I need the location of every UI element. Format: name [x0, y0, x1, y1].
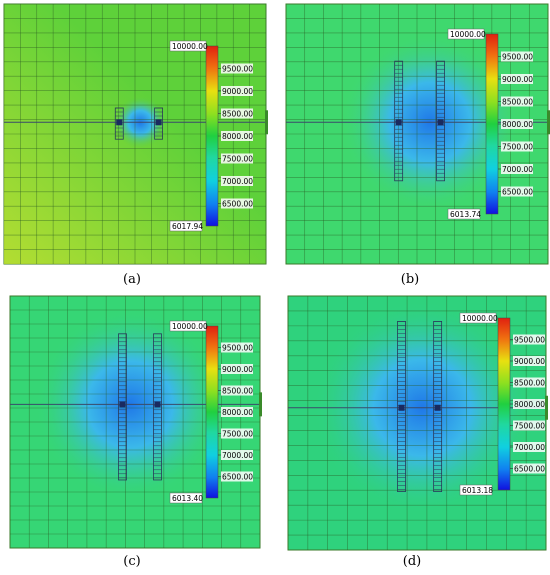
svg-text:9500.00: 9500.00: [514, 336, 545, 345]
svg-text:6013.74: 6013.74: [450, 210, 481, 219]
svg-text:8500.00: 8500.00: [222, 387, 253, 396]
svg-text:8500.00: 8500.00: [514, 379, 545, 388]
svg-text:10000.00: 10000.00: [462, 314, 498, 323]
panel-a: 10000.00 6017.94 9500.00 9000.00 8500.00 8000…: [3, 3, 268, 265]
colorbar-tick-d-1: 9000.00: [510, 356, 545, 366]
colorbar-tick-a-4: 7500.00: [218, 153, 253, 164]
svg-text:7500.00: 7500.00: [222, 430, 253, 439]
svg-text:9500.00: 9500.00: [502, 53, 533, 62]
svg-text:6500.00: 6500.00: [514, 465, 545, 474]
well-1-b: [394, 60, 404, 182]
colorbar-tick-a-3: 8000.00: [218, 131, 253, 141]
svg-text:7500.00: 7500.00: [502, 143, 533, 152]
grid-map-b: 10000.00 6013.74 9500.00 9000.00 8500.00 8000…: [285, 3, 550, 265]
svg-text:6500.00: 6500.00: [222, 473, 253, 482]
panel-b: 10000.00 6013.74 9500.00 9000.00 8500.00 8000…: [285, 3, 550, 265]
well-1-d: [397, 320, 406, 492]
colorbar-min-label-c: 6013.40: [169, 492, 203, 504]
colorbar-tick-b-2: 8500.00: [498, 96, 533, 107]
colorbar-tick-a-0: 9500.00: [218, 63, 253, 74]
svg-text:9000.00: 9000.00: [502, 75, 533, 84]
colorbar-min-label-a: 6017.94: [169, 220, 203, 232]
svg-text:9500.00: 9500.00: [222, 344, 253, 353]
colorbar-tick-b-0: 9500.00: [498, 51, 533, 62]
well-2-d: [433, 320, 443, 492]
svg-text:7000.00: 7000.00: [222, 451, 253, 460]
caption-b: (b): [400, 272, 420, 287]
colorbar-tick-d-5: 7000.00: [510, 442, 545, 452]
well-2-b: [436, 60, 445, 182]
colorbar-tick-c-2: 8500.00: [218, 385, 253, 396]
colorbar-tick-c-5: 7000.00: [218, 450, 253, 460]
colorbar-tick-c-3: 8000.00: [218, 407, 253, 417]
svg-text:9500.00: 9500.00: [222, 65, 253, 74]
svg-text:10000.00: 10000.00: [172, 322, 208, 331]
panel-d: 10000.00 6013.18 9500.00 9000.00 8500.00 8000…: [287, 295, 548, 551]
colorbar-tick-d-4: 7500.00: [510, 420, 545, 431]
colorbar-tick-c-0: 9500.00: [218, 342, 253, 353]
colorbar-min-label-d: 6013.18: [459, 484, 493, 496]
well-2-a: [154, 107, 163, 140]
colorbar-tick-b-3: 8000.00: [498, 119, 533, 129]
colorbar-min-label-b: 6013.74: [447, 208, 481, 220]
caption-c: (c): [123, 554, 141, 569]
colorbar-tick-b-4: 7500.00: [498, 141, 533, 152]
svg-text:7500.00: 7500.00: [222, 155, 253, 164]
colorbar-tick-d-3: 8000.00: [510, 399, 545, 409]
well-1-c: [118, 333, 127, 481]
svg-text:8000.00: 8000.00: [222, 408, 253, 417]
colorbar-tick-b-5: 7000.00: [498, 164, 533, 174]
svg-text:7000.00: 7000.00: [514, 443, 545, 452]
caption-a: (a): [123, 272, 141, 287]
colorbar-tick-b-1: 9000.00: [498, 74, 533, 84]
svg-text:6500.00: 6500.00: [222, 200, 253, 209]
svg-text:10000.00: 10000.00: [450, 30, 486, 39]
colorbar-max-label-b: 10000.00: [447, 28, 486, 40]
well-2-c: [153, 333, 162, 481]
caption-d: (d): [402, 554, 422, 569]
colorbar-tick-b-6: 6500.00: [498, 186, 533, 197]
svg-text:8000.00: 8000.00: [222, 132, 253, 141]
grid-map-a: 10000.00 6017.94 9500.00 9000.00 8500.00 8000…: [3, 3, 268, 265]
svg-text:8000.00: 8000.00: [514, 400, 545, 409]
colorbar-tick-c-1: 9000.00: [218, 364, 253, 374]
colorbar-max-label-d: 10000.00: [459, 312, 498, 324]
panel-c: 10000.00 6013.40 9500.00 9000.00 8500.00 8000…: [9, 295, 262, 549]
svg-text:8000.00: 8000.00: [502, 120, 533, 129]
grid-map-c: 10000.00 6013.40 9500.00 9000.00 8500.00 8000…: [9, 295, 262, 549]
svg-text:6500.00: 6500.00: [502, 188, 533, 197]
colorbar-tick-a-1: 9000.00: [218, 86, 253, 96]
colorbar-tick-d-0: 9500.00: [510, 334, 545, 345]
svg-text:8500.00: 8500.00: [222, 110, 253, 119]
colorbar-max-label-a: 10000.00: [169, 40, 208, 52]
svg-text:7000.00: 7000.00: [502, 165, 533, 174]
svg-text:8500.00: 8500.00: [502, 98, 533, 107]
svg-text:9000.00: 9000.00: [222, 365, 253, 374]
svg-text:9000.00: 9000.00: [514, 357, 545, 366]
svg-text:10000.00: 10000.00: [172, 42, 208, 51]
colorbar-tick-a-6: 6500.00: [218, 198, 253, 209]
colorbar-tick-d-6: 6500.00: [510, 463, 545, 474]
colorbar-tick-c-6: 6500.00: [218, 471, 253, 482]
svg-text:7000.00: 7000.00: [222, 177, 253, 186]
svg-text:9000.00: 9000.00: [222, 87, 253, 96]
svg-text:6013.18: 6013.18: [462, 486, 493, 495]
svg-text:6017.94: 6017.94: [172, 222, 203, 231]
colorbar-tick-a-2: 8500.00: [218, 108, 253, 119]
grid-map-d: 10000.00 6013.18 9500.00 9000.00 8500.00 8000…: [287, 295, 548, 551]
well-1-a: [114, 107, 124, 140]
colorbar-tick-a-5: 7000.00: [218, 176, 253, 186]
colorbar-max-label-c: 10000.00: [169, 320, 208, 332]
colorbar-tick-d-2: 8500.00: [510, 377, 545, 388]
colorbar-tick-c-4: 7500.00: [218, 428, 253, 439]
svg-text:7500.00: 7500.00: [514, 422, 545, 431]
svg-text:6013.40: 6013.40: [172, 494, 203, 503]
